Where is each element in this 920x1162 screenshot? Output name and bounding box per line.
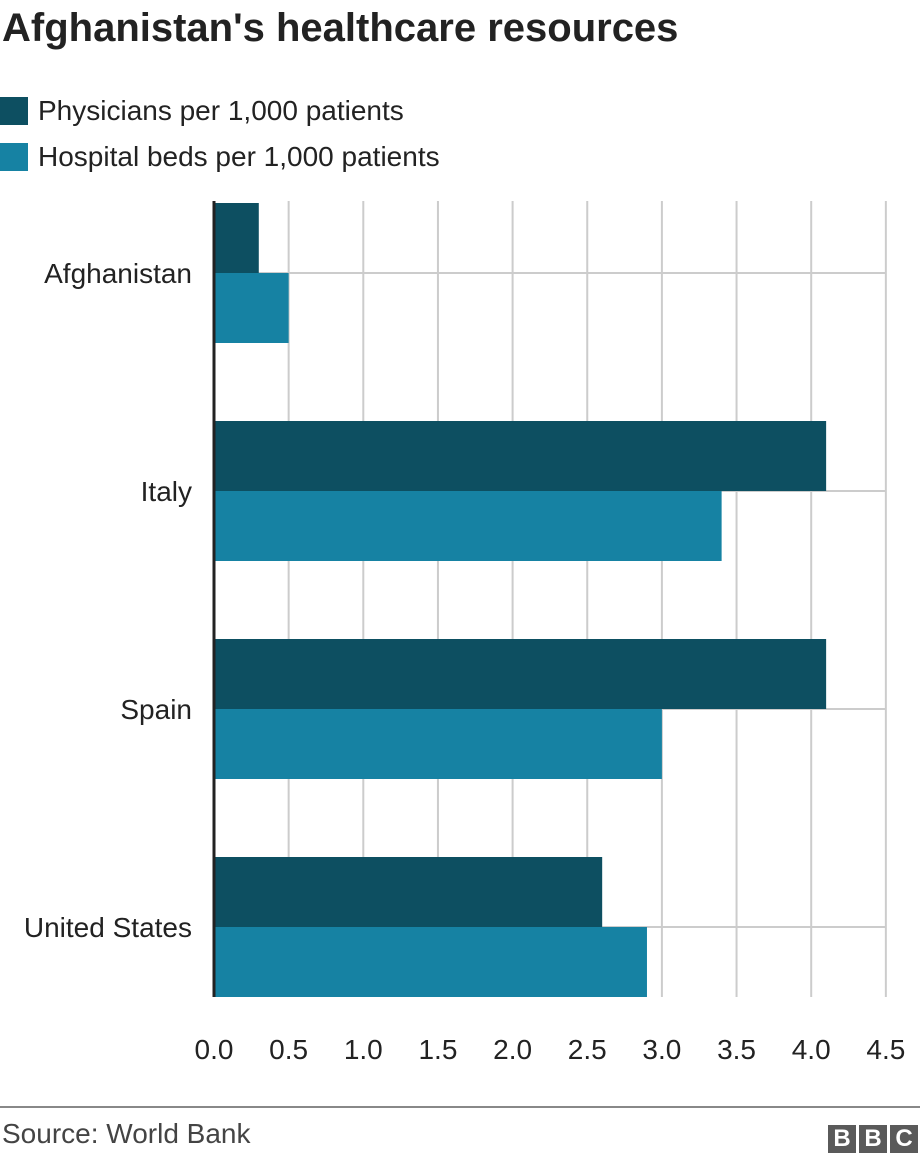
x-tick-label: 4.5: [866, 1034, 905, 1065]
bar-chart: Afghanistan Italy Spain United States 0.0 0.5…: [24, 201, 905, 1065]
bar-hospital-beds: [214, 709, 662, 779]
legend-swatch-physicians: [0, 97, 28, 125]
bbc-logo-letter: C: [890, 1125, 918, 1153]
bar-hospital-beds: [214, 927, 647, 997]
bar-physicians: [214, 203, 259, 273]
legend-label-hospital-beds: Hospital beds per 1,000 patients: [38, 141, 440, 172]
category-label: United States: [24, 912, 192, 943]
x-tick-label: 3.0: [642, 1034, 681, 1065]
legend-item-hospital-beds: Hospital beds per 1,000 patients: [0, 134, 440, 180]
bbc-logo: B B C: [828, 1125, 918, 1153]
x-tick-label: 1.0: [344, 1034, 383, 1065]
source-note: Source: World Bank: [2, 1118, 251, 1149]
x-tick-label: 0.5: [269, 1034, 308, 1065]
x-tick-label: 2.5: [568, 1034, 607, 1065]
bar-physicians: [214, 639, 827, 709]
legend: Physicians per 1,000 patients Hospital b…: [0, 88, 440, 180]
x-tick-label: 1.5: [418, 1034, 457, 1065]
footer-divider: [0, 1106, 920, 1108]
bar-physicians: [214, 421, 827, 491]
bar-hospital-beds: [214, 491, 722, 561]
category-label: Spain: [120, 694, 192, 725]
bar-hospital-beds: [214, 273, 289, 343]
x-tick-label: 3.5: [717, 1034, 756, 1065]
legend-item-physicians: Physicians per 1,000 patients: [0, 88, 440, 134]
x-tick-label: 4.0: [792, 1034, 831, 1065]
bbc-logo-letter: B: [828, 1125, 856, 1153]
legend-swatch-hospital-beds: [0, 143, 28, 171]
category-label: Afghanistan: [44, 258, 192, 289]
x-tick-label: 2.0: [493, 1034, 532, 1065]
x-tick-label: 0.0: [195, 1034, 234, 1065]
bar-physicians: [214, 857, 603, 927]
bbc-logo-letter: B: [859, 1125, 887, 1153]
category-label: Italy: [141, 476, 192, 507]
chart-title: Afghanistan's healthcare resources: [2, 6, 679, 50]
legend-label-physicians: Physicians per 1,000 patients: [38, 95, 404, 126]
